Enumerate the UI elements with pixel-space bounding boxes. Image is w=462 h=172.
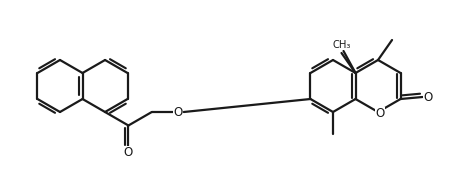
Text: O: O [124,146,133,159]
Text: CH₃: CH₃ [332,40,351,50]
Text: O: O [423,90,432,104]
Text: O: O [173,105,182,119]
Text: O: O [376,106,385,120]
